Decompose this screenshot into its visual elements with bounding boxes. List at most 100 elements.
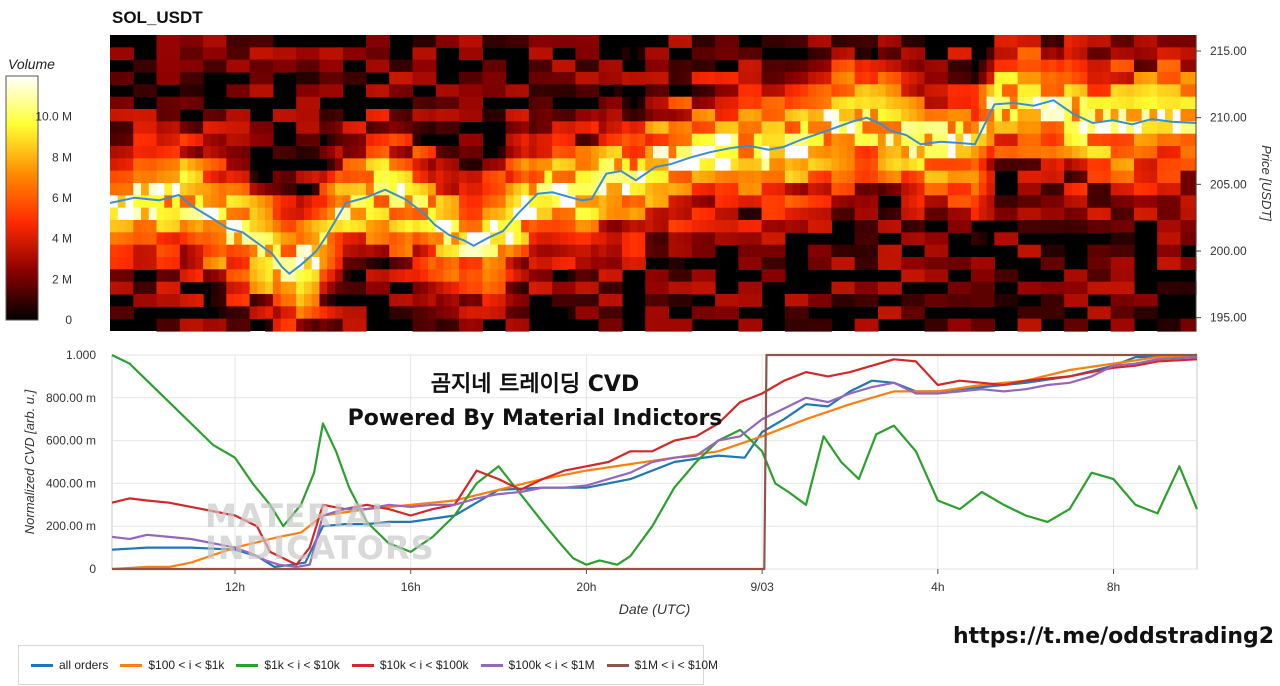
heatmap-cell: [552, 232, 561, 246]
heatmap-cell: [420, 281, 429, 295]
heatmap-cell: [792, 318, 801, 332]
legend-item[interactable]: all orders: [31, 658, 108, 672]
heatmap-cell: [311, 232, 321, 246]
heatmap-cell: [373, 158, 383, 172]
heatmap-cell: [908, 121, 918, 135]
heatmap-cell: [761, 269, 770, 283]
heatmap-cell: [397, 170, 406, 184]
heatmap-cell: [1118, 306, 1127, 320]
heatmap-cell: [389, 158, 398, 172]
heatmap-cell: [303, 294, 313, 307]
heatmap-cell: [1118, 232, 1127, 246]
cvd-series-line[interactable]: [111, 358, 1198, 566]
heatmap-cell: [497, 306, 507, 320]
heatmap-cell: [288, 257, 297, 270]
heatmap-cell: [1141, 84, 1151, 98]
heatmap-cell: [365, 35, 375, 48]
heatmap-cell: [908, 72, 918, 85]
heatmap-cell: [490, 232, 499, 246]
heatmap-cell: [482, 84, 491, 98]
heatmap-cell: [164, 47, 173, 61]
heatmap-cell: [358, 207, 367, 221]
heatmap-cell: [125, 47, 134, 61]
legend-item[interactable]: $1k < i < $10k: [236, 658, 340, 672]
heatmap-cell: [110, 170, 119, 184]
heatmap-cell: [420, 47, 429, 61]
heatmap-cell: [179, 47, 189, 61]
legend-item[interactable]: $10k < i < $100k: [351, 658, 469, 672]
heatmap-cell: [1118, 170, 1127, 184]
heatmap-cell: [443, 109, 452, 122]
heatmap-cell: [800, 121, 809, 135]
heatmap-cell: [862, 158, 871, 172]
legend-swatch: [606, 663, 629, 667]
heatmap-cell: [1017, 47, 1026, 61]
heatmap-cell: [885, 72, 895, 85]
heatmap-cell: [769, 269, 778, 283]
heatmap-cell: [350, 121, 359, 135]
telegram-link[interactable]: https://t.me/oddstrading2: [953, 624, 1275, 649]
price-line[interactable]: [109, 99, 1197, 276]
heatmap-cell: [699, 158, 708, 172]
cvd-series-line[interactable]: [111, 356, 1198, 568]
heatmap-cell: [459, 244, 468, 258]
heatmap-cell: [792, 59, 801, 73]
heatmap-cell: [420, 35, 429, 48]
heatmap-cell: [459, 158, 468, 172]
heatmap-cell: [1002, 47, 1011, 61]
heatmap-cell: [1048, 220, 1057, 233]
heatmap-cell: [179, 133, 189, 147]
heatmap-cell: [497, 183, 507, 196]
heatmap-cell: [1079, 72, 1088, 85]
heatmap-cell: [280, 170, 290, 184]
heatmap-cell: [1095, 183, 1104, 196]
heatmap-cell: [272, 109, 282, 122]
heatmap-cell: [583, 195, 592, 209]
heatmap-cell: [1079, 109, 1088, 122]
cvd-series-line[interactable]: [111, 353, 1198, 571]
heatmap-cell: [839, 257, 848, 270]
heatmap-cell: [110, 109, 119, 122]
heatmap-cell: [412, 109, 421, 122]
heatmap-cell: [404, 158, 414, 172]
heatmap-cell: [955, 294, 964, 307]
heatmap-cell: [1126, 195, 1135, 209]
heatmap-cell: [117, 146, 127, 159]
heatmap-cell: [1188, 195, 1197, 209]
heatmap-cell: [288, 207, 297, 221]
heatmap-cell: [179, 257, 189, 270]
heatmap-cell: [684, 146, 693, 159]
heatmap-cell: [358, 244, 367, 258]
heatmap-cell: [730, 294, 739, 307]
legend-item[interactable]: $100k < i < $1M: [480, 658, 595, 672]
heatmap-cell: [459, 146, 468, 159]
heatmap-cell: [746, 72, 755, 85]
heatmap-cell: [1017, 59, 1026, 73]
heatmap-cell: [435, 195, 445, 209]
heatmap-cell: [373, 244, 383, 258]
heatmap-cell: [621, 257, 631, 270]
heatmap-cell: [870, 294, 879, 307]
heatmap-cell: [381, 220, 390, 233]
heatmap-cell: [451, 306, 460, 320]
heatmap-cell: [1071, 158, 1081, 172]
heatmap-cell: [1009, 195, 1019, 209]
heatmap-cell: [614, 269, 623, 283]
heatmap-cell: [676, 244, 685, 258]
heatmap-cell: [1149, 121, 1158, 135]
legend-item[interactable]: $100 < i < $1k: [120, 658, 224, 672]
heatmap-cell: [559, 195, 569, 209]
heatmap-cell: [1133, 306, 1143, 320]
legend-swatch: [480, 663, 503, 667]
legend-item[interactable]: $1M < i < $10M: [606, 658, 718, 672]
heatmap-cell: [241, 183, 251, 196]
cvd-series-line[interactable]: [112, 353, 1197, 571]
heatmap-cell: [862, 133, 871, 147]
heatmap-cell: [272, 220, 282, 233]
heatmap-cell: [528, 281, 538, 295]
heatmap-cell: [699, 84, 708, 98]
cvd-series-line[interactable]: [111, 354, 1199, 566]
heatmap-cell: [715, 294, 724, 307]
